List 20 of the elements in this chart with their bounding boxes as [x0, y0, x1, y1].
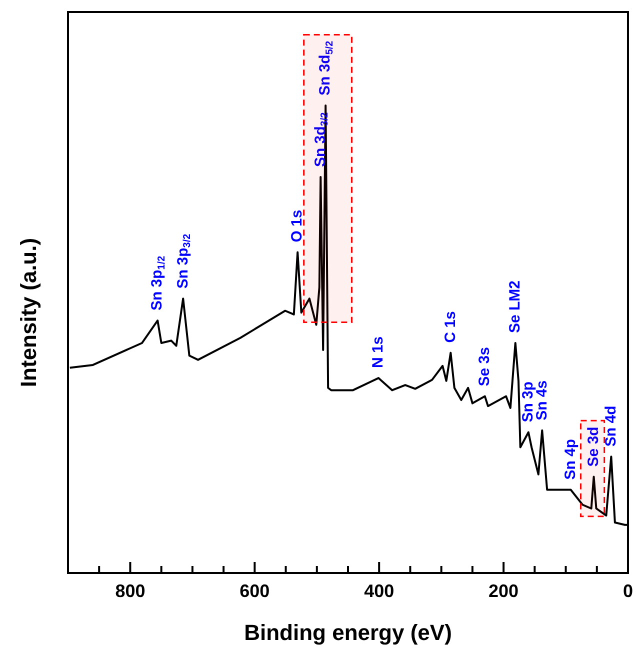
annotation: C 1s: [442, 311, 459, 343]
annotation: Sn 4p: [562, 438, 579, 480]
x-tick-label: 600: [240, 580, 270, 601]
annotation: Sn 3d3/2: [312, 112, 330, 168]
annotation: Se LM2: [506, 280, 524, 333]
annotation: Sn 3p1/2: [148, 255, 168, 311]
annotation: O 1s: [288, 210, 306, 242]
annotation: Sn 3p: [520, 381, 537, 422]
x-tick-label: 800: [115, 580, 146, 601]
annotation: Sn 3d5/2: [316, 40, 336, 96]
x-tick-label: 400: [364, 580, 394, 601]
annotation: Sn 3p3/2: [174, 233, 193, 289]
y-axis-title: Intensity (a.u.): [16, 238, 42, 388]
annotation: Se 3d: [584, 426, 602, 467]
annotation: N 1s: [370, 336, 387, 368]
annotation: Sn 4d: [602, 406, 620, 447]
x-axis-title: Binding energy (eV): [244, 620, 452, 645]
annotation: Se 3s: [476, 347, 494, 386]
x-tick-label: 0: [622, 580, 633, 601]
x-tick-label: 200: [488, 580, 519, 601]
